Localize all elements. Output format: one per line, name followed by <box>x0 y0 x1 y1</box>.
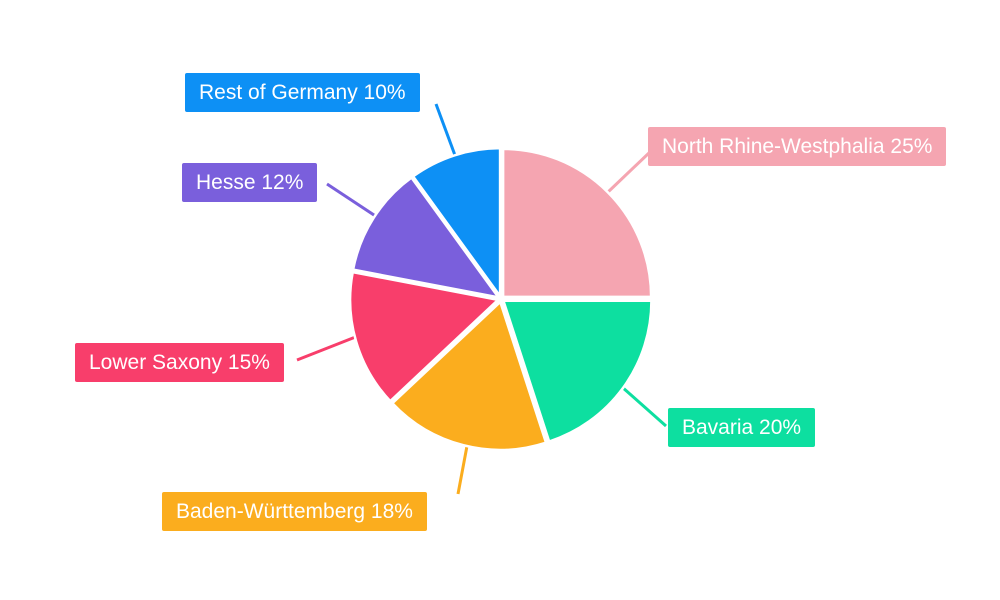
pie-slice-bavaria[interactable] <box>502 299 653 443</box>
slice-label-bavaria: Bavaria 20% <box>668 408 816 447</box>
pie-slice-north-rhine-westphalia[interactable] <box>501 147 653 299</box>
slice-label-rest-of-germany: Rest of Germany 10% <box>185 73 420 112</box>
leader-line-baden-w-rttemberg <box>456 445 469 495</box>
slice-label-lower-saxony: Lower Saxony 15% <box>75 343 284 382</box>
leader-line-north-rhine-westphalia <box>605 150 652 195</box>
slice-label-hesse: Hesse 12% <box>182 163 318 202</box>
pie-slice-lower-saxony[interactable] <box>348 270 500 403</box>
leader-line-bavaria <box>621 385 667 428</box>
leader-line-lower-saxony <box>296 334 359 362</box>
pie-slice-hesse[interactable] <box>351 176 500 299</box>
slice-label-north-rhine-westphalia: North Rhine-Westphalia 25% <box>648 127 947 166</box>
leader-line-rest-of-germany <box>434 103 458 159</box>
pie-slice-baden-w-rttemberg[interactable] <box>391 300 548 452</box>
pie-slice-rest-of-germany[interactable] <box>411 146 502 298</box>
slice-label-baden-wuerttemberg: Baden-Württemberg 18% <box>162 492 427 531</box>
